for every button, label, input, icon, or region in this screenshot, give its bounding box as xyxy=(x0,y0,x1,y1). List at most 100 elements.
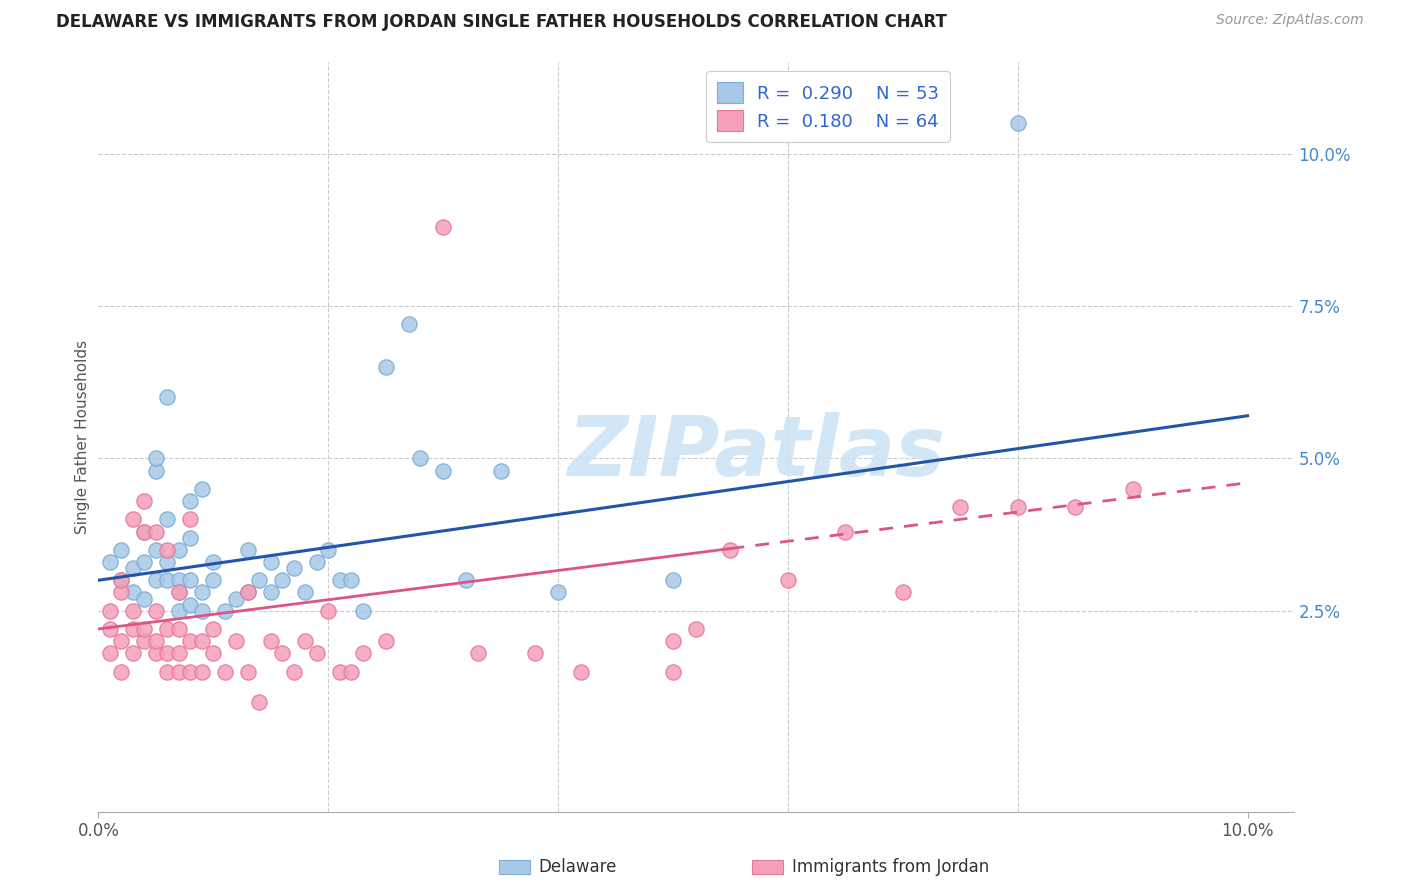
Point xyxy=(467,646,489,660)
Point xyxy=(1007,116,1029,130)
Point xyxy=(167,604,190,618)
Point xyxy=(236,585,259,599)
Point xyxy=(236,585,259,599)
Point xyxy=(98,604,121,618)
Point xyxy=(145,451,167,466)
Point xyxy=(179,634,201,648)
Point xyxy=(122,604,145,618)
Point xyxy=(156,555,179,569)
Point xyxy=(409,451,432,466)
Point xyxy=(145,464,167,478)
Point xyxy=(156,391,179,405)
Point xyxy=(156,665,179,679)
Point xyxy=(145,604,167,618)
Point xyxy=(236,665,259,679)
Point xyxy=(179,494,201,508)
Point xyxy=(202,555,225,569)
Point xyxy=(432,219,454,234)
Point xyxy=(834,524,856,539)
Point xyxy=(260,634,283,648)
Point xyxy=(98,646,121,660)
Point xyxy=(776,573,799,587)
Point xyxy=(685,622,707,636)
Text: Source: ZipAtlas.com: Source: ZipAtlas.com xyxy=(1216,13,1364,28)
Point xyxy=(145,524,167,539)
Point xyxy=(271,573,294,587)
Point xyxy=(167,542,190,557)
Point xyxy=(662,634,685,648)
Point xyxy=(225,634,247,648)
Point xyxy=(191,604,214,618)
Point xyxy=(456,573,478,587)
Point xyxy=(214,604,236,618)
Point xyxy=(1007,500,1029,515)
Point xyxy=(283,665,305,679)
Point xyxy=(145,573,167,587)
Point xyxy=(167,646,190,660)
Point xyxy=(547,585,569,599)
Point xyxy=(167,665,190,679)
Point xyxy=(398,318,420,332)
Point xyxy=(110,573,132,587)
Point xyxy=(167,585,190,599)
Point xyxy=(110,573,132,587)
Point xyxy=(179,598,201,612)
Point xyxy=(179,665,201,679)
Point xyxy=(134,524,156,539)
Point xyxy=(247,695,270,709)
Point xyxy=(145,634,167,648)
Point xyxy=(294,634,316,648)
Point xyxy=(294,585,316,599)
Y-axis label: Single Father Households: Single Father Households xyxy=(75,340,90,534)
Point xyxy=(156,542,179,557)
Point xyxy=(236,542,259,557)
Point xyxy=(662,573,685,587)
Point xyxy=(352,646,374,660)
Point xyxy=(260,555,283,569)
Point xyxy=(524,646,547,660)
Point xyxy=(283,561,305,575)
Point xyxy=(134,555,156,569)
Point xyxy=(167,573,190,587)
Point xyxy=(316,604,339,618)
Point xyxy=(145,542,167,557)
Point xyxy=(191,585,214,599)
Point xyxy=(569,665,592,679)
Point xyxy=(374,359,396,374)
Point xyxy=(305,646,328,660)
Point xyxy=(662,665,685,679)
Point xyxy=(247,573,270,587)
Point xyxy=(202,646,225,660)
Point xyxy=(110,634,132,648)
Point xyxy=(145,646,167,660)
Point xyxy=(179,512,201,526)
Point xyxy=(1064,500,1087,515)
Point xyxy=(179,531,201,545)
Point xyxy=(191,634,214,648)
Point xyxy=(156,646,179,660)
Point xyxy=(122,646,145,660)
Point xyxy=(134,634,156,648)
Point xyxy=(891,585,914,599)
Point xyxy=(202,622,225,636)
Point xyxy=(110,542,132,557)
Point xyxy=(156,512,179,526)
Point xyxy=(110,585,132,599)
Point xyxy=(340,665,363,679)
Point xyxy=(122,561,145,575)
Point xyxy=(122,512,145,526)
Point xyxy=(305,555,328,569)
Text: Delaware: Delaware xyxy=(538,858,617,876)
Point xyxy=(720,542,742,557)
Point xyxy=(352,604,374,618)
Point xyxy=(316,542,339,557)
Point xyxy=(134,524,156,539)
Text: DELAWARE VS IMMIGRANTS FROM JORDAN SINGLE FATHER HOUSEHOLDS CORRELATION CHART: DELAWARE VS IMMIGRANTS FROM JORDAN SINGL… xyxy=(56,13,948,31)
Point xyxy=(329,573,352,587)
Point xyxy=(374,634,396,648)
Point xyxy=(340,573,363,587)
Point xyxy=(191,665,214,679)
Point xyxy=(167,622,190,636)
Point xyxy=(271,646,294,660)
Point xyxy=(110,665,132,679)
